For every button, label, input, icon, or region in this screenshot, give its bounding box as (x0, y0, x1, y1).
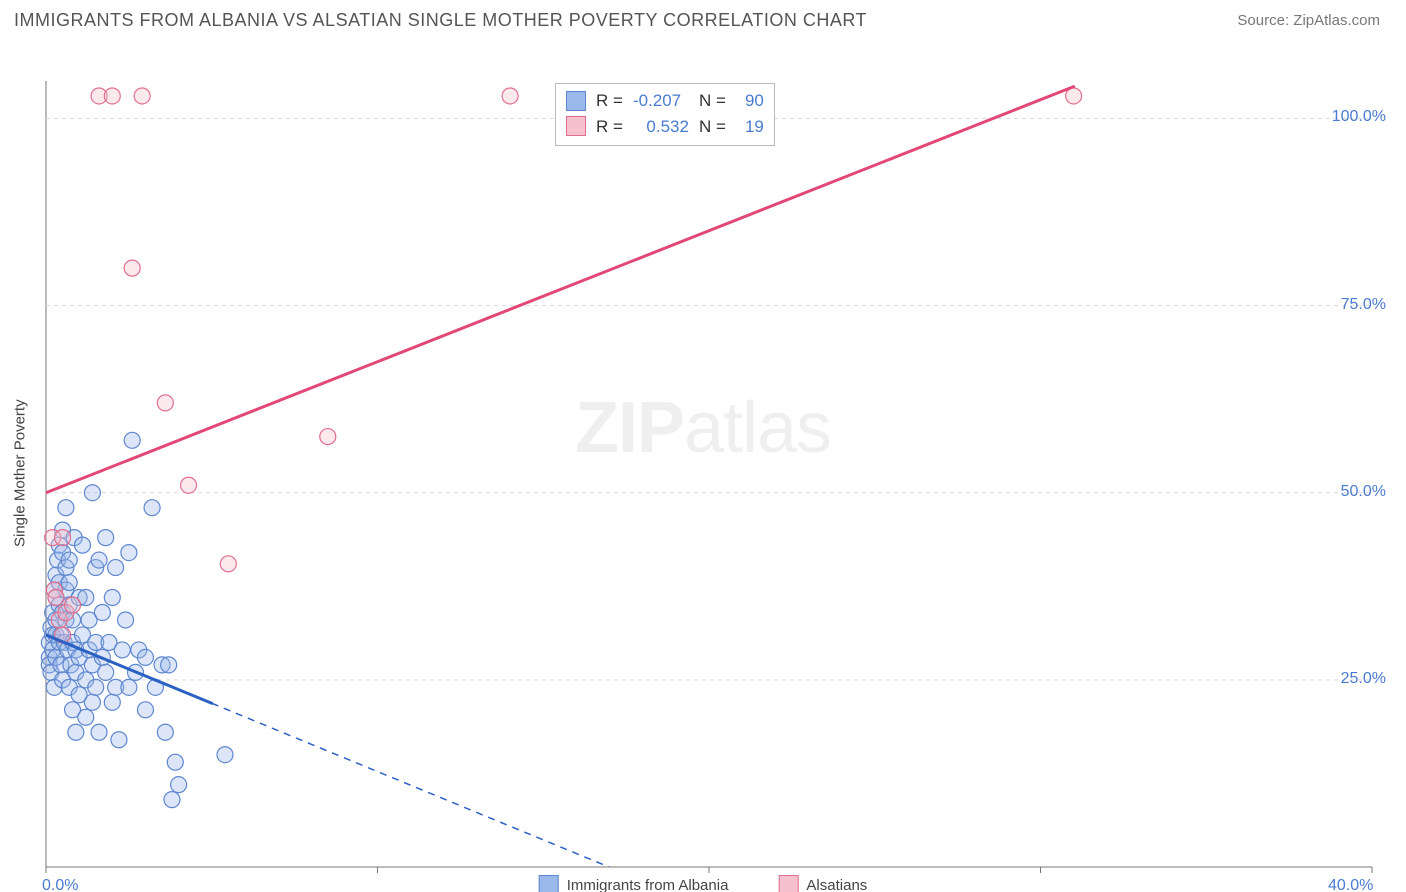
y-axis-label: Single Mother Poverty (12, 399, 29, 547)
legend-label: Immigrants from Albania (567, 877, 729, 892)
x-tick-label: 40.0% (1328, 877, 1373, 892)
n-value: 19 (736, 114, 764, 140)
legend-swatch-icon (778, 875, 798, 892)
n-label: N = (699, 114, 726, 140)
legend-swatch-icon (539, 875, 559, 892)
r-label: R = (596, 114, 623, 140)
header: IMMIGRANTS FROM ALBANIA VS ALSATIAN SING… (0, 0, 1406, 37)
r-value: 0.532 (633, 114, 689, 140)
source: Source: ZipAtlas.com (1237, 12, 1380, 29)
legend-item: Alsatians (778, 875, 867, 892)
correlation-row: R = -0.207 N = 90 (566, 88, 764, 114)
chart-title: IMMIGRANTS FROM ALBANIA VS ALSATIAN SING… (14, 10, 867, 31)
r-label: R = (596, 88, 623, 114)
x-tick-label: 0.0% (42, 877, 78, 892)
n-label: N = (699, 88, 726, 114)
r-value: -0.207 (633, 88, 689, 114)
series-swatch-icon (566, 91, 586, 111)
correlation-legend: R = -0.207 N = 90 R = 0.532 N = 19 (555, 83, 775, 146)
y-tick-label: 50.0% (1341, 483, 1386, 501)
legend: Immigrants from Albania Alsatians (539, 875, 868, 892)
source-name: ZipAtlas.com (1293, 12, 1380, 29)
n-value: 90 (736, 88, 764, 114)
legend-label: Alsatians (806, 877, 867, 892)
y-tick-label: 100.0% (1332, 108, 1386, 126)
legend-item: Immigrants from Albania (539, 875, 729, 892)
series-swatch-icon (566, 116, 586, 136)
y-tick-label: 25.0% (1341, 670, 1386, 688)
correlation-row: R = 0.532 N = 19 (566, 114, 764, 140)
y-tick-label: 75.0% (1341, 296, 1386, 314)
chart-area: Single Mother Poverty ZIPatlas R = -0.20… (0, 37, 1406, 887)
source-prefix: Source: (1237, 12, 1293, 29)
scatter-chart (0, 37, 1406, 892)
